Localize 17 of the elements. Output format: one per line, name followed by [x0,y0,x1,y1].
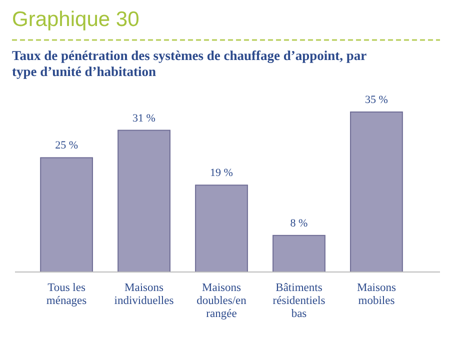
x-tick-label: Bâtiments résidentiels bas [272,282,326,320]
data-label: 19 % [210,167,233,180]
x-tick-label: Maisons individuelles [114,282,174,307]
x-tick-label: Maisons mobiles [356,282,396,307]
data-label: 25 % [55,140,78,152]
chart-subtitle: Taux de pénétration des systèmes de chauffage d’appoint, par type d’unité d’habitation [12,48,367,79]
bar [350,112,403,272]
data-label: 35 % [365,94,388,106]
bar [118,130,170,272]
bar [40,157,93,272]
chart-title: Graphique 30 [12,8,140,31]
data-label: 31 % [132,112,156,124]
bar [195,184,248,272]
x-tick-label: Maisons doubles/en rangée [196,282,247,320]
data-label: 8 % [290,217,308,230]
x-tick-label: Tous les ménages [46,282,88,307]
bar [272,234,326,272]
